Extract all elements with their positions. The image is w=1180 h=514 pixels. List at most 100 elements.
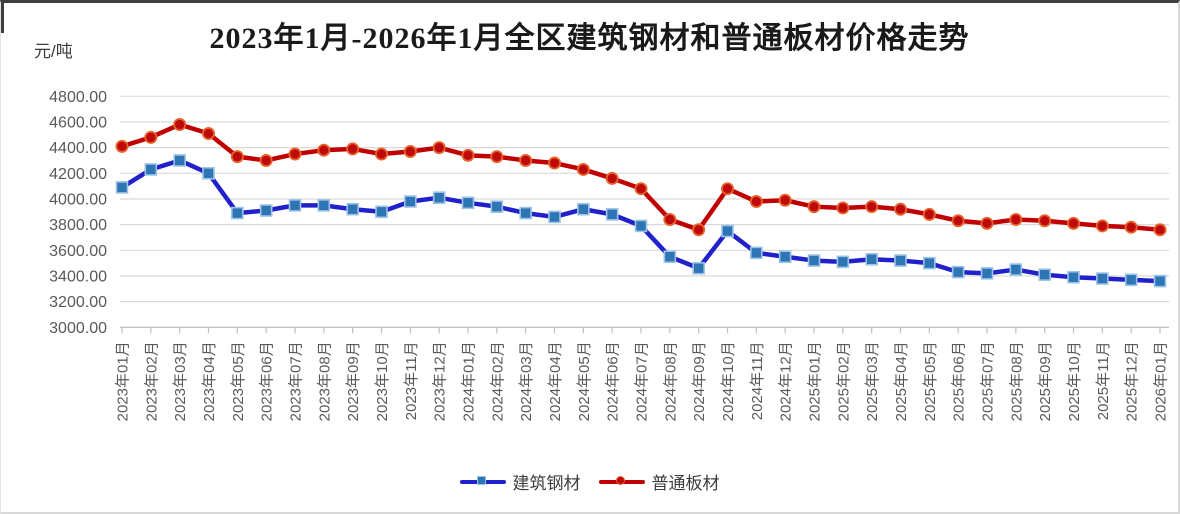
svg-text:2024年08月: 2024年08月	[662, 341, 679, 421]
plot-area: 4800.00 4600.00 4400.00 4200.00 4000.00 3800.…	[49, 89, 1170, 422]
data-point-marker	[807, 254, 821, 267]
data-point-marker	[576, 162, 590, 176]
data-point-marker	[548, 210, 561, 224]
svg-text:2025年07月: 2025年07月	[980, 341, 997, 421]
data-point-marker	[663, 212, 677, 226]
data-point-marker	[1153, 223, 1167, 237]
svg-text:2025年03月: 2025年03月	[864, 341, 881, 421]
data-point-marker	[288, 147, 302, 161]
svg-text:2026年01月: 2026年01月	[1153, 341, 1170, 421]
data-point-marker	[721, 224, 734, 238]
data-point-marker	[605, 171, 619, 185]
data-point-marker	[231, 206, 244, 220]
data-point-marker	[317, 199, 331, 212]
steel-series-swatch-icon	[459, 475, 506, 488]
data-point-marker	[922, 207, 936, 221]
svg-text:2024年09月: 2024年09月	[691, 341, 708, 421]
svg-text:2024年06月: 2024年06月	[605, 341, 622, 421]
svg-text:2023年11月: 2023年11月	[403, 341, 420, 420]
data-point-marker	[201, 127, 215, 141]
svg-text:2025年02月: 2025年02月	[835, 341, 852, 421]
data-point-marker	[692, 261, 705, 275]
svg-text:2023年10月: 2023年10月	[374, 341, 391, 421]
svg-text:2024年10月: 2024年10月	[720, 341, 737, 421]
data-point-marker	[1067, 216, 1081, 230]
x-axis	[120, 326, 1169, 334]
svg-text:2023年03月: 2023年03月	[172, 341, 189, 421]
data-point-marker	[1095, 219, 1109, 233]
data-point-marker	[346, 202, 359, 216]
data-point-marker	[432, 191, 446, 204]
data-point-marker	[461, 148, 475, 162]
svg-text:3600.00: 3600.00	[49, 243, 107, 260]
data-point-marker	[577, 202, 590, 216]
data-point-marker	[490, 200, 504, 213]
data-point-marker	[403, 144, 417, 158]
svg-text:2025年01月: 2025年01月	[807, 341, 824, 421]
svg-text:2023年12月: 2023年12月	[432, 341, 449, 421]
data-point-marker	[288, 199, 302, 212]
data-point-marker	[605, 208, 619, 221]
data-point-marker	[144, 163, 158, 176]
data-point-marker	[865, 252, 878, 266]
data-point-marker	[836, 255, 850, 269]
data-point-marker	[230, 150, 244, 164]
data-point-marker	[778, 250, 792, 264]
svg-text:3200.00: 3200.00	[49, 294, 107, 311]
data-point-marker	[144, 130, 158, 144]
svg-text:3000.00: 3000.00	[49, 320, 107, 337]
data-point-marker	[980, 267, 994, 280]
svg-text:2024年07月: 2024年07月	[634, 341, 651, 421]
svg-text:2025年09月: 2025年09月	[1037, 341, 1054, 421]
data-point-marker	[115, 181, 129, 194]
data-point-marker	[951, 214, 965, 228]
svg-text:2024年03月: 2024年03月	[518, 341, 535, 421]
data-point-marker	[115, 139, 129, 153]
board-series-swatch-icon	[598, 475, 645, 488]
legend-item-board: 普通板材	[598, 469, 720, 494]
svg-text:2025年05月: 2025年05月	[922, 341, 939, 421]
data-point-marker	[1038, 214, 1052, 228]
y-axis-unit-label: 元/吨	[34, 42, 73, 61]
svg-text:2023年06月: 2023年06月	[259, 341, 276, 421]
data-point-marker	[634, 219, 648, 233]
gridlines	[120, 95, 1169, 328]
svg-text:2023年04月: 2023年04月	[201, 341, 218, 421]
chart-legend: 建筑钢材 普通板材	[1, 469, 1178, 494]
svg-text:2024年04月: 2024年04月	[547, 341, 564, 421]
svg-text:4200.00: 4200.00	[49, 166, 107, 183]
data-point-marker	[1124, 220, 1138, 234]
data-point-marker	[317, 143, 331, 157]
data-point-marker	[375, 205, 388, 219]
svg-text:2024年05月: 2024年05月	[576, 341, 593, 421]
svg-text:2025年10月: 2025年10月	[1066, 341, 1083, 421]
data-point-marker	[259, 204, 273, 217]
data-point-marker	[432, 141, 446, 155]
legend-label-steel: 建筑钢材	[512, 474, 581, 493]
svg-text:3800.00: 3800.00	[49, 217, 107, 234]
svg-text:2025年11月: 2025年11月	[1095, 341, 1112, 420]
data-point-marker	[1096, 272, 1109, 285]
data-point-marker	[836, 201, 850, 215]
data-point-marker	[980, 216, 994, 230]
svg-text:2023年08月: 2023年08月	[316, 341, 333, 421]
data-point-marker	[865, 200, 879, 214]
data-point-marker	[346, 142, 360, 156]
data-point-marker	[692, 223, 706, 237]
svg-text:2024年11月: 2024年11月	[749, 341, 766, 420]
svg-text:4400.00: 4400.00	[49, 140, 107, 157]
svg-text:2024年01月: 2024年01月	[461, 341, 478, 421]
svg-text:3400.00: 3400.00	[49, 268, 107, 285]
data-point-marker	[173, 118, 187, 132]
data-point-marker	[461, 196, 475, 210]
window-border-fragment	[1, 3, 4, 33]
data-point-marker	[202, 167, 215, 180]
data-point-marker	[894, 254, 907, 267]
svg-text:4600.00: 4600.00	[49, 114, 107, 131]
data-point-marker	[1124, 273, 1138, 287]
data-point-marker	[923, 256, 936, 270]
svg-text:2025年04月: 2025年04月	[893, 341, 910, 421]
y-axis-tick-labels: 4800.00 4600.00 4400.00 4200.00 4000.00 3800.…	[49, 89, 107, 337]
data-point-marker	[374, 147, 388, 161]
